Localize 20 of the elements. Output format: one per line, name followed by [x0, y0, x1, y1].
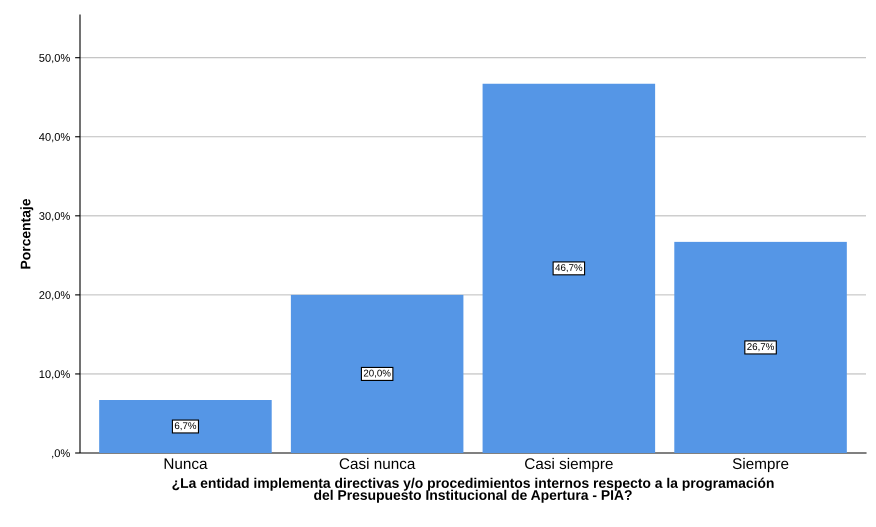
y-tick-label: 30,0% [39, 212, 70, 222]
bar [99, 400, 272, 453]
y-tick-label: 10,0% [40, 370, 70, 380]
x-tick-label: Siempre [732, 458, 788, 472]
data-label: 46,7% [555, 264, 582, 272]
x-tick-label: Casi siempre [525, 458, 613, 472]
bar [290, 294, 464, 453]
x-tick-label: Nunca [164, 458, 208, 470]
data-label: 20,0% [364, 370, 391, 378]
bar [482, 84, 656, 453]
x-axis-title: ¿La entidad implementa directivas y/o procedimientos internos respecto a la programación del Presupuesto Institucional de Apertura - PIA? [172, 478, 774, 503]
data-label: 6,7% [174, 422, 196, 430]
y-tick-label: 40,0% [39, 133, 70, 142]
bar [674, 242, 847, 453]
y-tick-label: ,0% [52, 449, 70, 458]
y-tick-label: 50,0% [39, 54, 70, 64]
y-axis-title: Porcentaje [20, 198, 34, 269]
data-label: 26,7% [747, 343, 774, 352]
x-tick-label: Casi nunca [340, 458, 416, 470]
y-tick-label: 20,0% [39, 291, 70, 300]
